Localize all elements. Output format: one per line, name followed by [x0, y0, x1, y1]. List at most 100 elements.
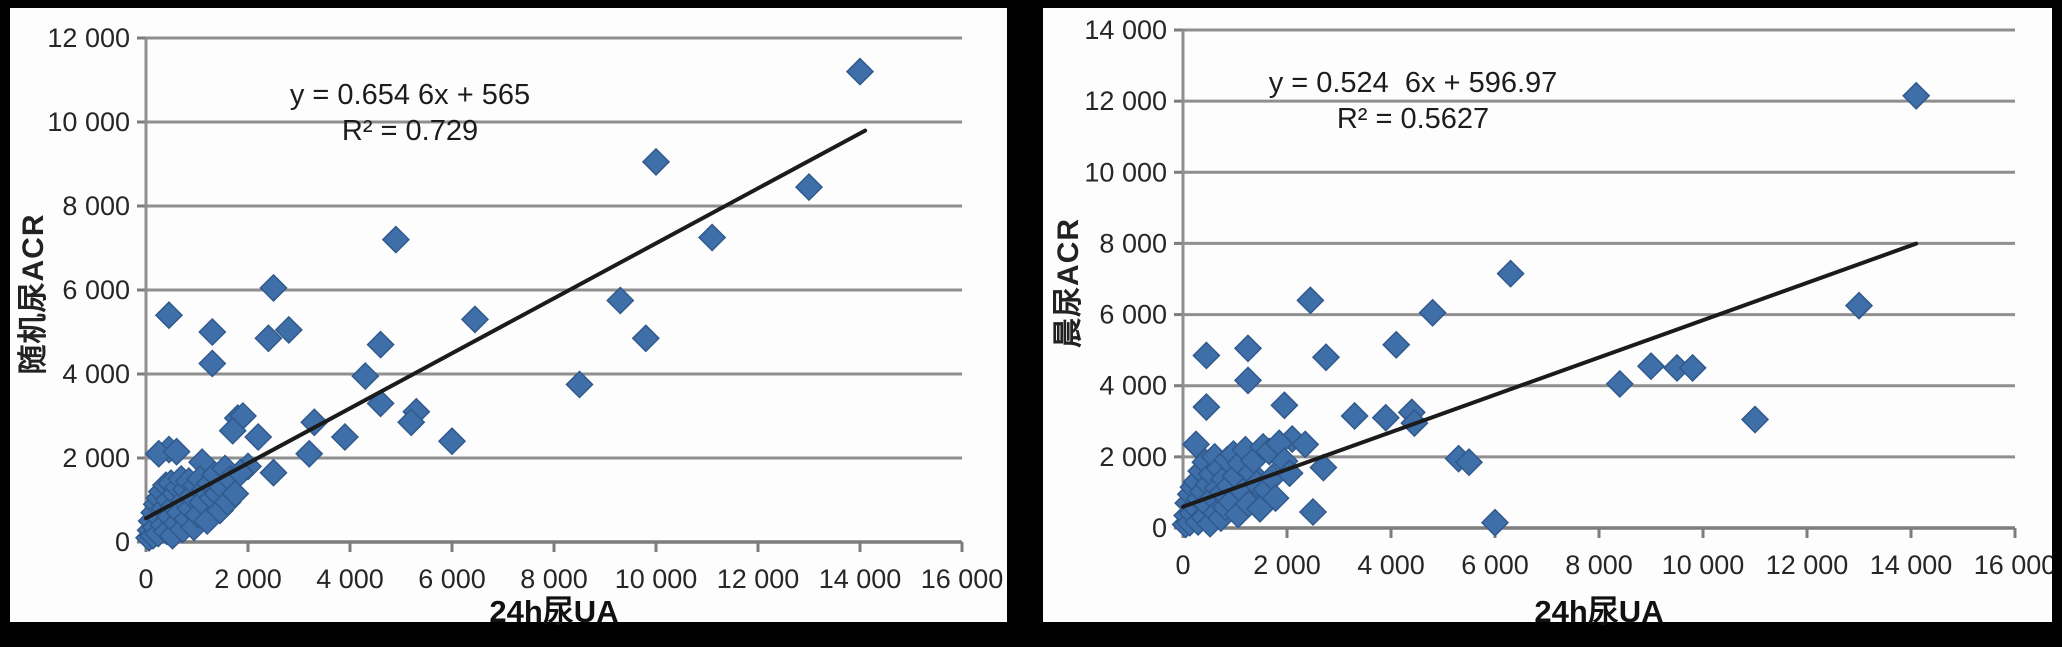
x-tick-label: 12 000 [717, 564, 800, 594]
y-tick-label: 0 [115, 527, 130, 557]
scatter-point [381, 225, 410, 254]
x-tick-label: 14 000 [819, 564, 902, 594]
scatter-point [1261, 484, 1290, 513]
scatter-point [845, 57, 875, 86]
scatter-point [1192, 392, 1221, 422]
trend-line [1181, 241, 1919, 509]
scatter-point [1340, 401, 1369, 431]
trend-line [144, 128, 868, 521]
scatter-point [1418, 298, 1447, 327]
scatter-point [1296, 286, 1325, 315]
scatter-point [437, 427, 467, 456]
x-tick-label: 0 [1175, 550, 1190, 580]
x-tick-label: 2 000 [1253, 550, 1321, 580]
left-chart-panel: 0 2 000 4 000 6 000 8 000 10 000 12 000 0 2 000 4… [10, 8, 1007, 629]
left-scatter-chart: 0 2 000 4 000 6 000 8 000 10 000 12 000 0 2 000 4… [10, 8, 1007, 622]
scatter-point [631, 324, 660, 353]
scatter-point [565, 370, 594, 399]
scatter-point [198, 349, 227, 378]
scatter-point [698, 223, 727, 252]
y-tick-label: 8 000 [1099, 228, 1167, 258]
scatter-point [259, 458, 288, 487]
scatter-point [794, 173, 824, 202]
scatter-point [1678, 353, 1707, 382]
scatter-point [1298, 497, 1328, 527]
scatter-point [254, 324, 283, 353]
scatter-point [1270, 391, 1299, 420]
x-tick-label: 0 [138, 564, 153, 594]
right-chart-panel: 0 2 000 4 000 6 000 8 000 10 000 12 000 14 000 0… [1043, 8, 2056, 629]
scatter-point [351, 362, 380, 391]
right-chart-svg: 0 2 000 4 000 6 000 8 000 10 000 12 000 14 000 0… [1084, 15, 2056, 580]
y-tick-label: 10 000 [47, 107, 130, 137]
scatter-point [1291, 430, 1320, 459]
y-tick-label: 4 000 [62, 359, 130, 389]
y-tick-label: 4 000 [1099, 371, 1167, 401]
right-trendline-equation: y = 0.524 6x + 596.97 [1268, 67, 1558, 99]
scatter-point [460, 305, 490, 334]
x-tick-label: 8 000 [520, 564, 588, 594]
x-tick-label: 12 000 [1766, 550, 1849, 580]
scatter-point [162, 437, 191, 466]
scatter-point [226, 458, 255, 487]
y-tick-label: 2 000 [62, 443, 130, 473]
scatter-point [1605, 369, 1634, 398]
scatter-point [606, 286, 635, 315]
scatter-point [154, 301, 184, 330]
y-tick-label: 2 000 [1099, 442, 1167, 472]
scatter-point [1233, 334, 1263, 363]
scatter-point [274, 315, 303, 344]
y-tick-label: 12 000 [47, 23, 130, 53]
scatter-point [1480, 508, 1510, 537]
right-r-squared: R² = 0.5627 [1336, 103, 1490, 135]
y-tick-label: 8 000 [62, 191, 130, 221]
left-x-axis-title: 24h尿UA [489, 594, 619, 629]
y-tick-label: 12 000 [1084, 86, 1167, 116]
y-tick-label: 6 000 [62, 275, 130, 305]
y-tick-label: 14 000 [1084, 15, 1167, 45]
scatter-point [1311, 343, 1341, 372]
scatter-point [330, 422, 359, 452]
scatter-point [198, 317, 227, 347]
x-tick-label: 14 000 [1870, 550, 1953, 580]
right-y-axis-title: 晨尿ACR [1052, 218, 1085, 348]
y-tick-label: 0 [1152, 513, 1167, 543]
scatter-point [397, 408, 426, 437]
x-tick-label: 16 000 [921, 564, 1004, 594]
x-tick-label: 4 000 [316, 564, 384, 594]
scatter-point [366, 330, 395, 359]
x-tick-label: 10 000 [615, 564, 698, 594]
scatter-point [295, 439, 324, 468]
scatter-point [221, 479, 250, 508]
x-tick-label: 4 000 [1357, 550, 1425, 580]
scatter-point [1496, 259, 1525, 288]
scatter-point [1181, 430, 1211, 459]
scatter-point [1902, 81, 1931, 110]
x-tick-label: 16 000 [1974, 550, 2052, 580]
scatter-point [1382, 330, 1411, 359]
left-r-squared: R² = 0.729 [341, 115, 479, 147]
scatter-point [1636, 352, 1666, 381]
left-chart-svg: 0 2 000 4 000 6 000 8 000 10 000 12 000 0 2 000 4… [47, 23, 1004, 594]
scatter-point [366, 389, 395, 418]
left-trendline-equation: y = 0.654 6x + 565 [289, 79, 531, 111]
x-tick-label: 2 000 [214, 564, 282, 594]
scatter-point [1192, 341, 1221, 370]
x-tick-label: 6 000 [1461, 550, 1529, 580]
scatter-point [218, 416, 247, 445]
y-tick-label: 6 000 [1099, 300, 1167, 330]
x-tick-label: 6 000 [418, 564, 486, 594]
scatter-point [244, 422, 273, 452]
y-tick-label: 10 000 [1084, 157, 1167, 187]
right-scatter-chart: 0 2 000 4 000 6 000 8 000 10 000 12 000 14 000 0… [1043, 8, 2056, 622]
right-x-axis-title: 24h尿UA [1534, 594, 1664, 629]
scatter-point [259, 273, 288, 302]
x-tick-label: 8 000 [1565, 550, 1633, 580]
x-tick-label: 10 000 [1662, 550, 1745, 580]
scatter-point [641, 147, 671, 176]
scatter-point [1844, 291, 1874, 320]
scatter-point [1454, 448, 1484, 477]
scatter-point [1740, 405, 1770, 434]
scatter-point [1371, 403, 1400, 432]
scatter-point [1233, 366, 1263, 395]
